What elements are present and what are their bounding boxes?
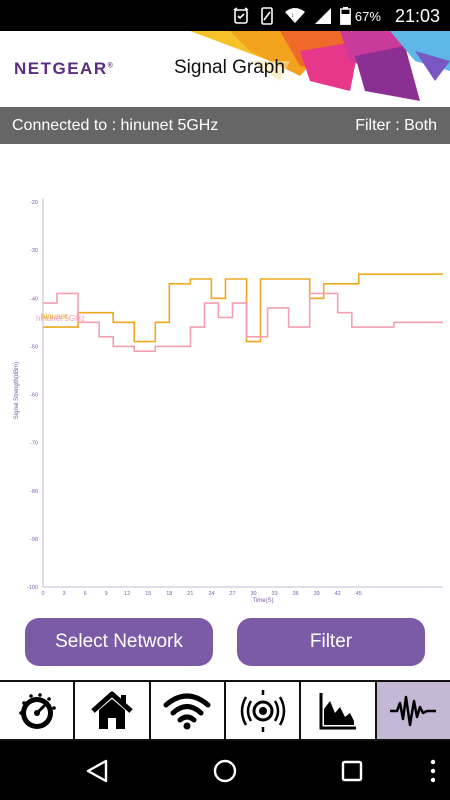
x-tick-label: 3 [63,591,66,597]
y-axis-label: Signal Strength(dBm) [14,362,20,419]
x-tick-label: 27 [229,591,235,597]
system-nav-bar [0,741,450,800]
battery-icon [340,7,351,25]
status-bar: ↕ 67% 21:03 [0,0,450,31]
overflow-menu-button[interactable] [417,755,449,787]
filter-button[interactable]: Filter [237,618,425,666]
series-line-1 [43,273,443,343]
clock: 21:03 [394,5,440,26]
x-tick-label: 12 [124,591,130,597]
overflow-menu-icon [430,759,436,783]
series-label-1: hinunet [41,312,68,321]
home-icon [91,691,133,729]
cell-signal-icon [314,7,332,25]
recents-button[interactable] [336,755,368,787]
back-icon [86,759,108,783]
x-tick-label: 42 [335,591,341,597]
x-tick-label: 30 [250,591,256,597]
series-line-2 [43,292,443,352]
wifi-icon [163,693,211,729]
series-label-2: hinunet 5GHz [36,314,85,323]
x-tick-label: 24 [208,591,214,597]
y-tick-label: -60 [30,393,38,399]
x-axis-label: Time(S) [252,598,273,604]
home-circle-icon [213,759,237,783]
x-tick-label: 15 [145,591,151,597]
home-nav-button[interactable] [209,755,241,787]
battery-percent: 67% [354,8,381,24]
area-chart-icon [319,692,356,729]
x-tick-label: 18 [166,591,172,597]
y-tick-label: -90 [30,537,38,543]
tab-wifi[interactable] [151,682,226,739]
select-network-button[interactable]: Select Network [25,618,213,666]
tab-signal-graph[interactable] [376,682,450,739]
page-title: Signal Graph [174,57,285,78]
y-tick-label: -100 [27,585,38,591]
signal-radar-icon [240,689,285,732]
y-tick-label: -80 [30,489,38,495]
tab-home[interactable] [75,682,151,739]
x-tick-label: 45 [356,591,362,597]
y-tick-label: -40 [30,296,38,302]
bottom-tab-bar [0,680,450,741]
tab-speedometer[interactable] [0,682,76,739]
wifi-status-icon: ↕ [284,7,306,25]
vibrate-icon [258,7,276,25]
x-tick-label: 6 [84,591,87,597]
tab-area-chart[interactable] [301,682,377,739]
header-banner-graphic [190,31,450,101]
x-tick-label: 39 [314,591,320,597]
recents-icon [341,760,363,782]
speedometer-icon [18,692,56,729]
filter-status-label: Filter : Both [355,117,437,134]
y-tick-label: -30 [30,248,38,254]
x-tick-label: 0 [41,591,44,597]
x-tick-label: 33 [272,591,278,597]
y-tick-label: -20 [30,200,38,206]
x-tick-label: 9 [105,591,108,597]
connected-network-label: Connected to : hinunet 5GHz [12,117,219,134]
back-button[interactable] [81,755,113,787]
app-header: NETGEAR® Signal Graph [0,31,450,107]
y-tick-label: -70 [30,441,38,447]
x-tick-label: 36 [293,591,299,597]
y-tick-label: -50 [30,344,38,350]
tab-signal-radar[interactable] [226,682,302,739]
svg-text:↕: ↕ [291,13,294,19]
alarm-icon [232,7,250,25]
x-tick-label: 21 [187,591,193,597]
waveform-icon [390,695,437,726]
netgear-logo: NETGEAR® [14,59,113,78]
connection-bar: Connected to : hinunet 5GHz Filter : Bot… [0,107,450,144]
